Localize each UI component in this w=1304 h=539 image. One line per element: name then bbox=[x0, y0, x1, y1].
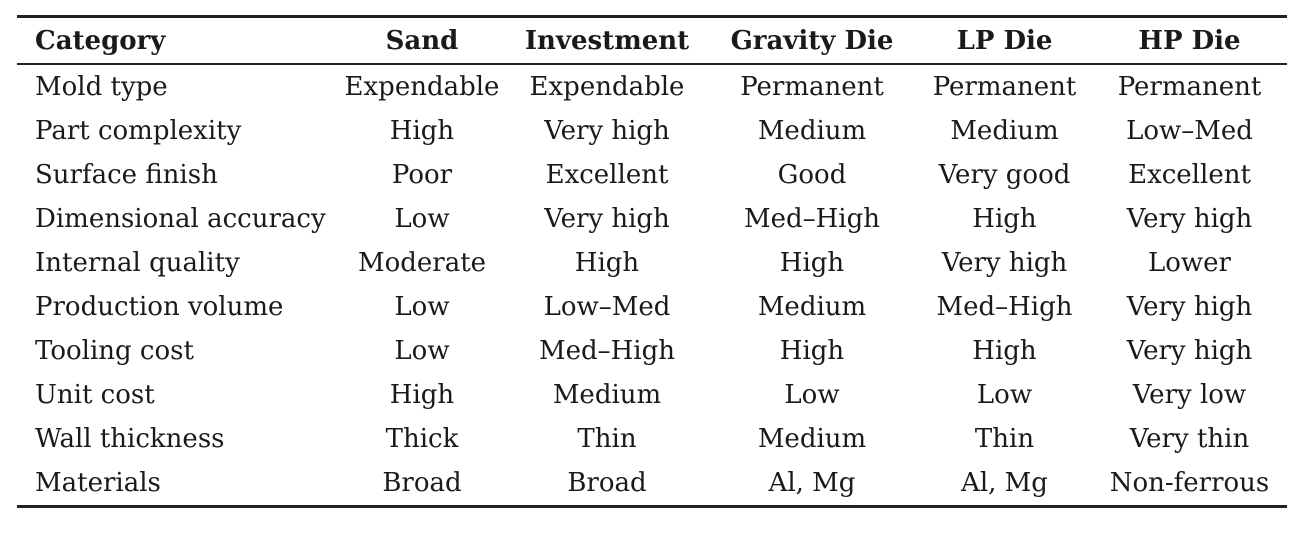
table-cell: Very high bbox=[941, 248, 1068, 278]
table-cell: Medium bbox=[552, 380, 662, 410]
table-cell: Broad bbox=[382, 468, 462, 498]
table-cell: Very high bbox=[1126, 336, 1253, 366]
column-header-investment: Investment bbox=[524, 25, 690, 56]
table-cell: Excellent bbox=[545, 160, 669, 190]
table-cell: Permanent bbox=[932, 72, 1077, 102]
table-cell: High bbox=[389, 380, 455, 410]
table-cell: Medium bbox=[757, 424, 867, 454]
column-header-sand: Sand bbox=[385, 25, 459, 56]
table-cell: Medium bbox=[757, 292, 867, 322]
row-category: Part complexity bbox=[35, 116, 242, 146]
row-category: Production volume bbox=[35, 292, 284, 322]
table-cell: Low bbox=[394, 336, 450, 366]
column-header-category: Category bbox=[35, 25, 166, 56]
table-cell: High bbox=[389, 116, 455, 146]
row-category: Wall thickness bbox=[35, 424, 225, 454]
table-cell: Good bbox=[777, 160, 847, 190]
table-cell: Very high bbox=[1126, 292, 1253, 322]
table-cell: Very good bbox=[938, 160, 1071, 190]
table-cell: Medium bbox=[757, 116, 867, 146]
table-cell: Very high bbox=[544, 204, 670, 234]
row-category: Dimensional accuracy bbox=[35, 204, 326, 234]
table-cell: Thin bbox=[577, 424, 637, 454]
table-cell: Al, Mg bbox=[961, 468, 1048, 498]
table-cell: Excellent bbox=[1128, 160, 1251, 190]
casting-process-comparison-table: Category Sand Investment Gravity Die LP … bbox=[17, 15, 1287, 508]
table-cell: Permanent bbox=[740, 72, 884, 102]
table-cell: Med–High bbox=[743, 204, 881, 234]
table-cell: Medium bbox=[950, 116, 1059, 146]
table-cell: Very thin bbox=[1129, 424, 1250, 454]
column-header-gravity-die: Gravity Die bbox=[730, 25, 894, 56]
table-row: Surface finish Poor Excellent Good Very … bbox=[17, 153, 1287, 197]
column-header-hp-die: HP Die bbox=[1138, 25, 1241, 56]
row-category: Surface finish bbox=[35, 160, 218, 190]
table-cell: High bbox=[779, 248, 845, 278]
table-row: Dimensional accuracy Low Very high Med–H… bbox=[17, 197, 1287, 241]
table-cell: Thin bbox=[974, 424, 1035, 454]
table-cell: Poor bbox=[391, 160, 453, 190]
table-cell: Permanent bbox=[1117, 72, 1262, 102]
table-cell: Low bbox=[976, 380, 1033, 410]
row-category: Materials bbox=[35, 468, 161, 498]
table-row: Internal quality Moderate High High Very… bbox=[17, 241, 1287, 285]
table-cell: Expendable bbox=[344, 72, 500, 102]
table-row: Materials Broad Broad Al, Mg Al, Mg Non-… bbox=[17, 461, 1287, 507]
row-category: Mold type bbox=[35, 72, 168, 102]
table-cell: Low–Med bbox=[1126, 116, 1253, 146]
table-row: Tooling cost Low Med–High High High Very… bbox=[17, 329, 1287, 373]
table-row: Part complexity High Very high Medium Me… bbox=[17, 109, 1287, 153]
column-header-lp-die: LP Die bbox=[956, 25, 1053, 56]
table-cell: Non-ferrous bbox=[1109, 468, 1270, 498]
table-cell: Moderate bbox=[357, 248, 487, 278]
table-cell: Low bbox=[784, 380, 840, 410]
table-cell: Med–High bbox=[936, 292, 1073, 322]
table-row: Unit cost High Medium Low Low Very low bbox=[17, 373, 1287, 417]
table-row: Mold type Expendable Expendable Permanen… bbox=[17, 64, 1287, 109]
table-row: Wall thickness Thick Thin Medium Thin Ve… bbox=[17, 417, 1287, 461]
table-cell: Very low bbox=[1132, 380, 1247, 410]
table-cell: Med–High bbox=[538, 336, 676, 366]
table-cell: High bbox=[779, 336, 845, 366]
table-cell: Very high bbox=[544, 116, 670, 146]
header-row: Category Sand Investment Gravity Die LP … bbox=[17, 17, 1287, 64]
table-cell: Lower bbox=[1148, 248, 1231, 278]
table-cell: Al, Mg bbox=[768, 468, 856, 498]
table-cell: Low bbox=[394, 292, 450, 322]
table-cell: Expendable bbox=[529, 72, 685, 102]
table-cell: Low bbox=[394, 204, 450, 234]
table-cell: High bbox=[972, 204, 1037, 234]
row-category: Tooling cost bbox=[35, 336, 194, 366]
table-cell: Thick bbox=[385, 424, 459, 454]
row-category: Internal quality bbox=[35, 248, 240, 278]
table-row: Production volume Low Low–Med Medium Med… bbox=[17, 285, 1287, 329]
table-cell: High bbox=[574, 248, 640, 278]
table-cell: High bbox=[972, 336, 1037, 366]
table-cell: Very high bbox=[1126, 204, 1253, 234]
table-cell: Broad bbox=[567, 468, 647, 498]
table-cell: Low–Med bbox=[543, 292, 671, 322]
row-category: Unit cost bbox=[35, 380, 155, 410]
